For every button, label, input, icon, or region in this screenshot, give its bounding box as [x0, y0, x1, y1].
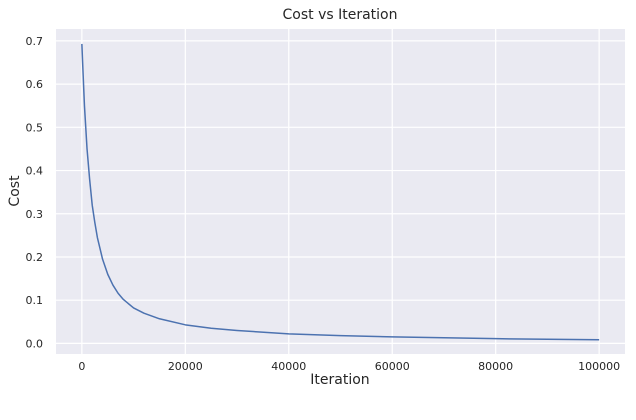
series-layer: [81, 43, 600, 341]
y-tick-label: 0.3: [26, 208, 44, 221]
y-tick-label: 0.4: [26, 165, 44, 178]
y-axis-label: Cost: [7, 175, 23, 207]
x-tick-label: 40000: [271, 360, 306, 373]
x-axis-ticks: 0 20000 40000 60000 80000 100000: [78, 360, 620, 373]
cost-series-line: [81, 43, 600, 341]
x-tick-label: 100000: [578, 360, 620, 373]
plot-background: [56, 29, 625, 354]
x-tick-label: 0: [78, 360, 85, 373]
y-tick-label: 0.2: [26, 251, 44, 264]
x-tick-label: 60000: [375, 360, 410, 373]
x-axis-label: Iteration: [310, 372, 369, 388]
y-tick-label: 0.5: [26, 121, 44, 134]
y-tick-label: 0.7: [26, 35, 44, 48]
y-tick-label: 0.0: [26, 337, 44, 350]
y-axis-ticks: 0.0 0.1 0.2 0.3 0.4 0.5 0.6 0.7: [26, 35, 44, 351]
y-tick-label: 0.1: [26, 294, 44, 307]
chart-title: Cost vs Iteration: [283, 7, 398, 23]
x-tick-label: 20000: [168, 360, 203, 373]
grid-lines: [56, 29, 625, 354]
x-tick-label: 80000: [478, 360, 513, 373]
y-tick-label: 0.6: [26, 78, 44, 91]
